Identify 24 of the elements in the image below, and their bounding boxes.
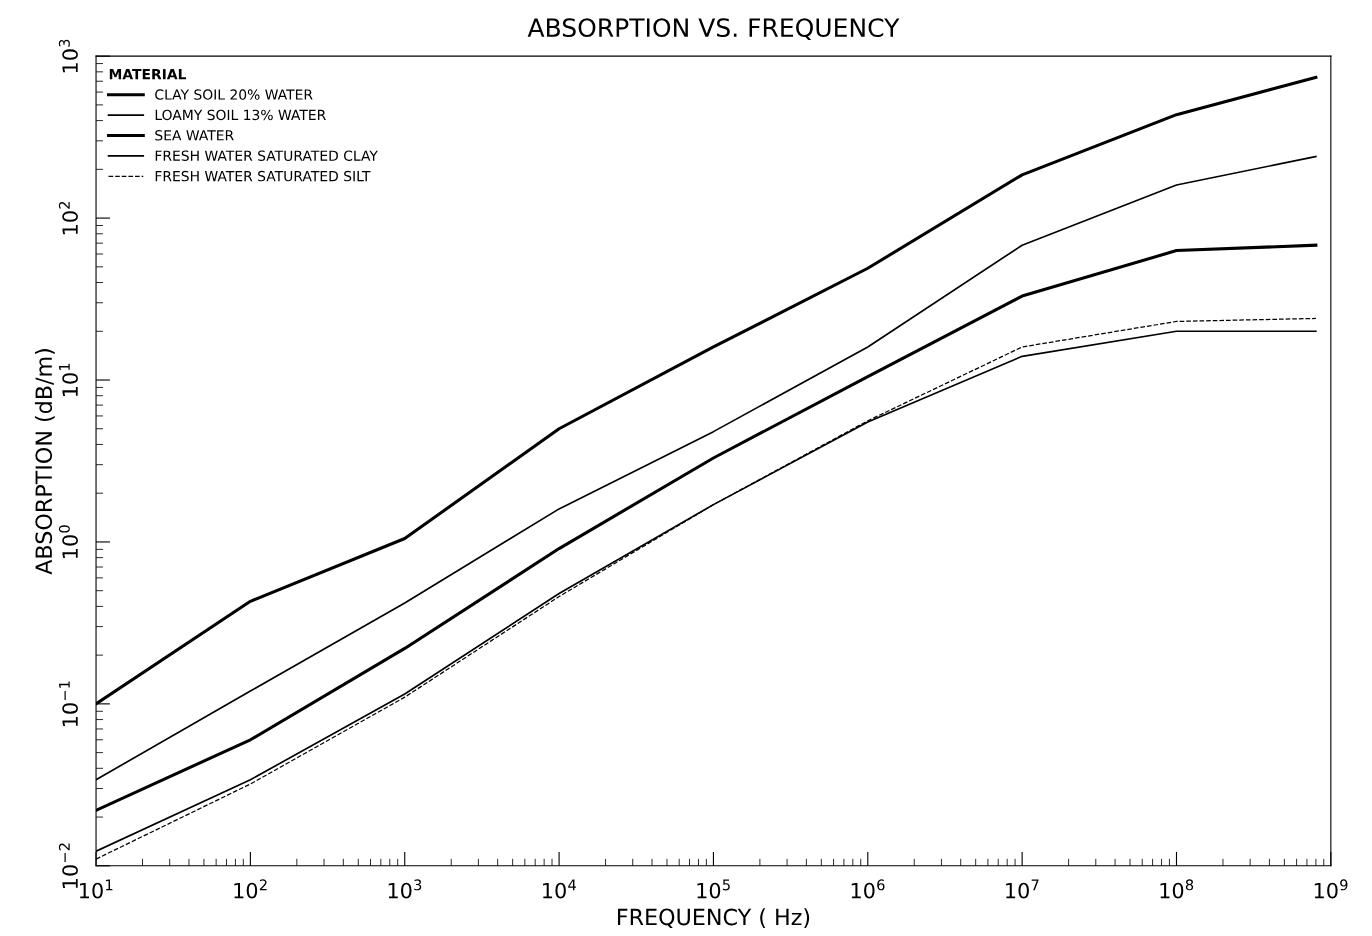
legend-label: CLAY SOIL 20% WATER	[155, 89, 313, 100]
x-tick-label: 10$^{6}$	[851, 879, 885, 899]
y-tick-label: 10$^{2}$	[58, 201, 78, 235]
x-axis-title: FREQUENCY ( Hz)	[618, 908, 810, 928]
x-tick-label: 10$^{3}$	[388, 879, 422, 899]
legend-label: FRESH WATER SATURATED SILT	[155, 170, 371, 182]
x-tick-label: 10$^{4}$	[543, 879, 576, 899]
legend-title: MATERIAL	[109, 69, 187, 80]
legend-label: SEA WATER	[155, 130, 234, 141]
y-tick-label: 10$^{0}$	[58, 525, 78, 558]
y-tick-label: 10$^{−2}$	[58, 843, 78, 888]
y-tick-label: 10$^{1}$	[59, 363, 78, 397]
x-tick-label: 10$^{7}$	[1006, 879, 1039, 899]
x-tick-label: 10$^{1}$	[80, 879, 113, 899]
y-tick-label: 10$^{−1}$	[59, 681, 78, 727]
y-axis-title: ABSORPTION (dB/m)	[34, 349, 55, 575]
legend-label: FRESH WATER SATURATED CLAY	[155, 150, 378, 161]
x-tick-label: 10$^{9}$	[1314, 879, 1348, 899]
x-tick-label: 10$^{2}$	[234, 879, 267, 899]
y-tick-label: 10$^{3}$	[58, 39, 78, 73]
x-tick-label: 10$^{8}$	[1160, 879, 1194, 899]
legend-label: LOAMY SOIL 13% WATER	[155, 109, 326, 121]
chart-title: ABSORPTION VS. FREQUENCY	[527, 18, 900, 40]
x-tick-label: 10$^{5}$	[697, 879, 730, 899]
